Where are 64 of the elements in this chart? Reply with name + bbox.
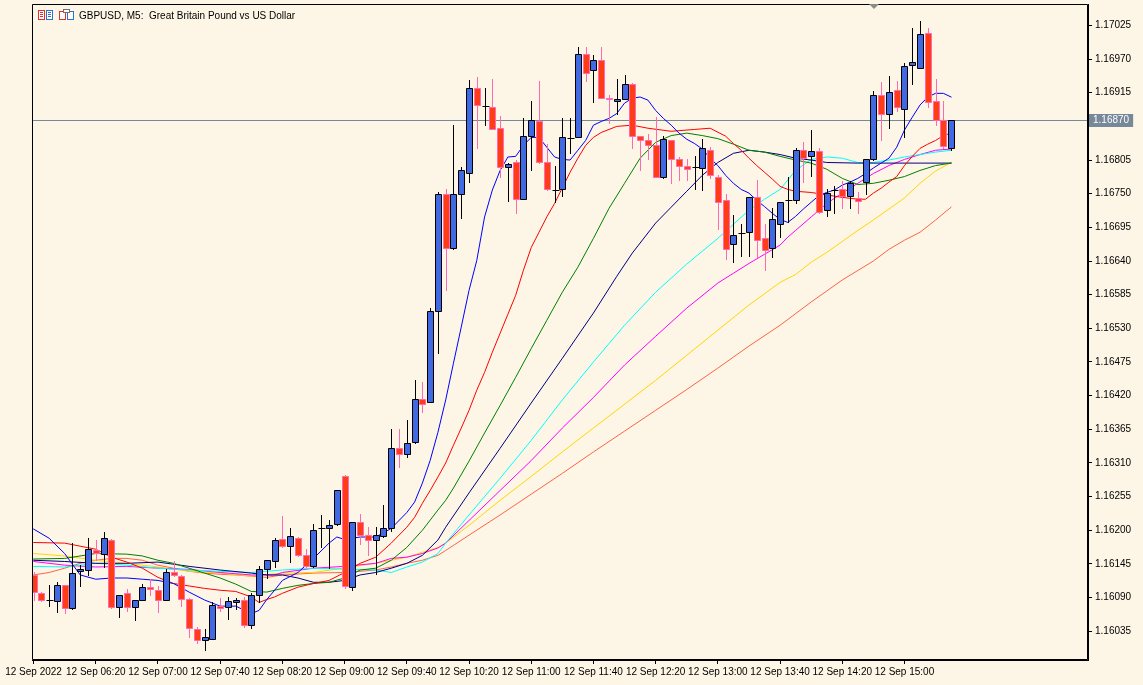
candlestick bbox=[886, 75, 893, 130]
x-tick-label: 12 Sep 07:00 bbox=[128, 665, 189, 677]
y-tick-label: 1.16585 bbox=[1095, 288, 1132, 300]
candlestick bbox=[396, 428, 403, 469]
y-tick-label: 1.16200 bbox=[1095, 524, 1132, 536]
candlestick bbox=[855, 191, 862, 215]
x-tick-label: 12 Sep 12:20 bbox=[625, 665, 686, 677]
ref-line-label: 1.16870 bbox=[1093, 114, 1130, 126]
candlestick bbox=[808, 129, 815, 178]
candlestick bbox=[101, 531, 108, 569]
y-tick-label: 1.16695 bbox=[1095, 221, 1132, 233]
candlestick bbox=[738, 223, 746, 258]
y-tick-label: 1.16035 bbox=[1095, 624, 1132, 636]
x-tick-label: 12 Sep 06:20 bbox=[66, 665, 126, 677]
candlestick bbox=[482, 87, 490, 127]
y-tick-label: 1.16970 bbox=[1095, 52, 1132, 64]
x-tick-label: 12 Sep 11:00 bbox=[501, 665, 562, 677]
y-tick-label: 1.16310 bbox=[1095, 456, 1132, 468]
candlestick bbox=[800, 141, 807, 184]
candlestick bbox=[831, 185, 839, 215]
candlestick bbox=[474, 76, 481, 150]
candlestick bbox=[730, 214, 737, 264]
candlestick bbox=[567, 117, 575, 155]
y-tick-label: 1.16915 bbox=[1095, 86, 1132, 98]
y-tick-label: 1.17025 bbox=[1095, 19, 1132, 31]
x-tick-label: 12 Sep 2022 bbox=[5, 665, 63, 677]
y-tick-label: 1.16530 bbox=[1095, 322, 1132, 334]
x-tick-label: 12 Sep 09:00 bbox=[314, 665, 375, 677]
x-tick-label: 12 Sep 10:20 bbox=[439, 665, 500, 677]
x-tick-label: 12 Sep 09:40 bbox=[377, 665, 437, 677]
candlestick bbox=[847, 180, 854, 210]
x-tick-label: 12 Sep 11:40 bbox=[564, 665, 624, 677]
candlestick bbox=[894, 80, 901, 113]
candlestick bbox=[505, 162, 512, 203]
candlestick bbox=[590, 54, 597, 104]
candlestick bbox=[155, 585, 162, 614]
candlestick bbox=[419, 381, 426, 414]
x-tick-label: 12 Sep 13:40 bbox=[750, 665, 811, 677]
candlestick bbox=[116, 594, 123, 619]
y-tick-label: 1.16750 bbox=[1095, 187, 1132, 199]
y-tick-label: 1.16640 bbox=[1095, 254, 1132, 266]
candlestick bbox=[824, 188, 831, 218]
candlestick bbox=[404, 419, 411, 459]
text: GBPUSD, M5: Great Britain Pound vs US Dollar bbox=[79, 9, 296, 21]
x-tick-label: 12 Sep 13:00 bbox=[688, 665, 749, 677]
candlestick bbox=[287, 527, 294, 564]
candlestick bbox=[124, 588, 131, 613]
candlestick bbox=[93, 539, 100, 562]
y-tick-label: 1.16420 bbox=[1095, 389, 1132, 401]
x-tick-label: 12 Sep 08:20 bbox=[252, 665, 313, 677]
x-tick-label: 12 Sep 14:20 bbox=[812, 665, 873, 677]
x-tick-label: 12 Sep 07:40 bbox=[190, 665, 251, 677]
y-tick-label: 1.16475 bbox=[1095, 355, 1132, 367]
y-tick-label: 1.16365 bbox=[1095, 423, 1132, 435]
candlestick bbox=[279, 515, 286, 549]
candlestick bbox=[878, 81, 885, 142]
candlestick bbox=[839, 180, 846, 210]
y-tick-label: 1.16805 bbox=[1095, 153, 1132, 165]
x-tick-label: 12 Sep 15:00 bbox=[874, 665, 935, 677]
candlestick bbox=[62, 584, 69, 615]
y-tick-label: 1.16145 bbox=[1095, 557, 1132, 569]
y-tick-label: 1.16090 bbox=[1095, 591, 1132, 603]
candlestick bbox=[583, 46, 590, 83]
y-tick-label: 1.16255 bbox=[1095, 490, 1132, 502]
